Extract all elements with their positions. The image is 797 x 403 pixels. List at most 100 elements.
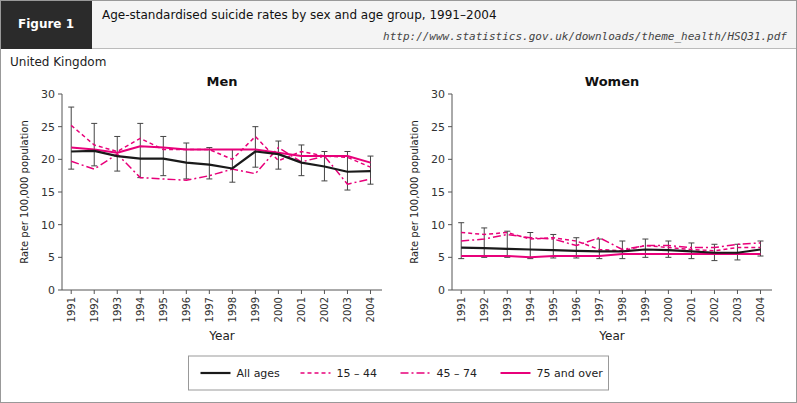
plot-area (68, 107, 373, 190)
error-bar (206, 148, 212, 179)
tick-label: 1999 (250, 297, 261, 322)
legend-swatch (401, 372, 431, 374)
tick (691, 290, 692, 294)
tick-label: 1993 (502, 297, 513, 322)
tick (448, 224, 452, 225)
tick-label: 2003 (342, 297, 353, 322)
tick-label: 1997 (594, 297, 605, 322)
tick (599, 290, 600, 294)
legend-swatch (501, 372, 531, 374)
legend-swatch (301, 372, 331, 374)
tick (140, 290, 141, 294)
tick (448, 192, 452, 193)
legend-label: 45 – 74 (437, 367, 478, 380)
tick (448, 257, 452, 258)
x-axis-label: Year (598, 329, 624, 343)
axis-line (452, 290, 772, 291)
tick (58, 94, 62, 95)
tick-label: 2004 (755, 297, 766, 322)
tick-label: 2002 (319, 297, 330, 322)
tick-label: 1998 (227, 297, 238, 322)
tick (255, 290, 256, 294)
tick-label: 0 (48, 284, 55, 297)
tick-label: 1995 (158, 297, 169, 322)
legend-label: 15 – 44 (337, 367, 378, 380)
tick (163, 290, 164, 294)
panel: Women05101520253019911992199319941995199… (409, 74, 772, 343)
tick-label: 2004 (365, 297, 376, 322)
series-line (461, 248, 760, 253)
tick (94, 290, 95, 294)
tick-label: 1992 (89, 297, 100, 322)
tick (324, 290, 325, 294)
tick-label: 1995 (548, 297, 559, 322)
error-bar (527, 233, 533, 259)
tick-label: 1993 (112, 297, 123, 322)
tick (58, 159, 62, 160)
tick (461, 290, 462, 294)
tick (58, 290, 62, 291)
tick (370, 290, 371, 294)
header-box (1, 1, 797, 49)
tick-label: 2001 (296, 297, 307, 322)
panel-title: Men (206, 74, 237, 89)
tick (58, 257, 62, 258)
series-line (461, 234, 760, 249)
tick (278, 290, 279, 294)
panel: Men0510152025301991199219931994199519961… (19, 74, 382, 343)
y-axis-label: Rate per 100,000 population (19, 120, 30, 264)
tick (186, 290, 187, 294)
header-label: Figure 1 (18, 17, 74, 31)
tick-label: 1992 (479, 297, 490, 322)
tick-label: 20 (431, 153, 445, 166)
plot-area (458, 223, 763, 261)
tick-label: 25 (41, 121, 55, 134)
header-label-box (0, 0, 92, 49)
series-line (461, 254, 760, 257)
background (0, 0, 797, 403)
tick-label: 15 (431, 186, 445, 199)
tick (714, 290, 715, 294)
tick-label: 10 (41, 219, 55, 232)
tick-label: 1996 (571, 297, 582, 322)
tick-label: 1991 (66, 297, 77, 322)
series-line (71, 148, 370, 185)
tick (530, 290, 531, 294)
tick (448, 159, 452, 160)
tick-label: 1999 (640, 297, 651, 322)
tick (117, 290, 118, 294)
legend-label: 75 and over (537, 367, 604, 380)
tick-label: 30 (41, 88, 55, 101)
tick-label: 5 (48, 251, 55, 264)
panel-title: Women (585, 74, 639, 89)
series-line (71, 125, 370, 167)
error-bar (137, 123, 143, 177)
tick-label: 1994 (135, 297, 146, 322)
tick (668, 290, 669, 294)
error-bar (68, 107, 74, 169)
tick (347, 290, 348, 294)
x-axis-label: Year (208, 329, 234, 343)
tick-label: 0 (438, 284, 445, 297)
tick (58, 126, 62, 127)
tick-label: 2001 (686, 297, 697, 322)
tick-label: 2002 (709, 297, 720, 322)
tick (645, 290, 646, 294)
tick (576, 290, 577, 294)
error-bar (160, 136, 166, 175)
tick-label: 10 (431, 219, 445, 232)
legend-swatch (201, 372, 231, 374)
header-title: Age-standardised suicide rates by sex an… (102, 8, 497, 22)
y-axis-label: Rate per 100,000 population (409, 120, 420, 264)
tick-label: 1996 (181, 297, 192, 322)
tick-label: 1991 (456, 297, 467, 322)
tick-label: 2000 (273, 297, 284, 322)
tick (209, 290, 210, 294)
chart: Figure 1 Age-standardised suicide rates b… (0, 0, 797, 403)
tick (507, 290, 508, 294)
frame (1, 1, 797, 403)
tick (484, 290, 485, 294)
tick (448, 290, 452, 291)
tick-label: 30 (431, 88, 445, 101)
subtitle: United Kingdom (10, 55, 106, 69)
